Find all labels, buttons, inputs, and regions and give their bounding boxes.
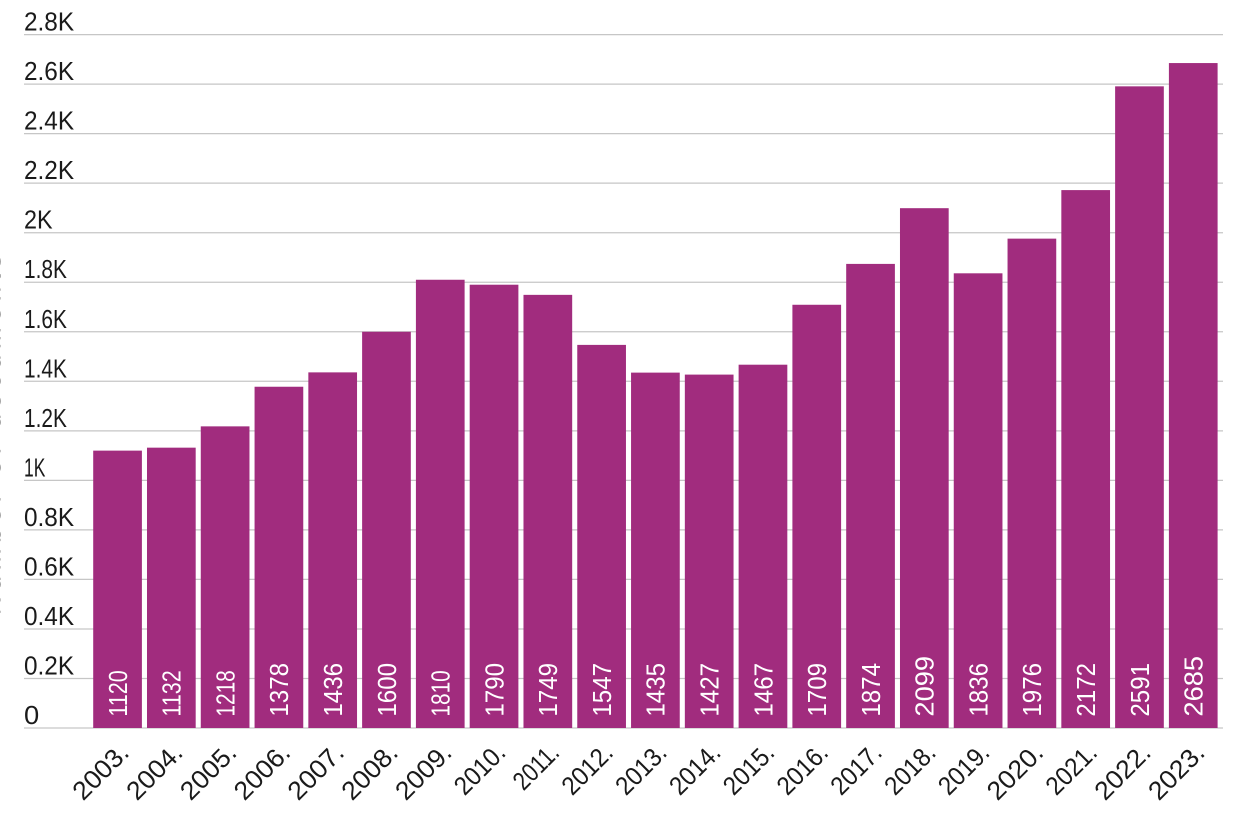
svg-text:0.4K: 0.4K bbox=[24, 601, 75, 631]
svg-text:1810: 1810 bbox=[426, 670, 456, 716]
svg-text:1.8K: 1.8K bbox=[24, 254, 67, 284]
svg-text:2172: 2172 bbox=[1071, 663, 1101, 717]
svg-text:2K: 2K bbox=[24, 205, 53, 235]
svg-text:1.4K: 1.4K bbox=[24, 353, 67, 383]
svg-text:1427: 1427 bbox=[694, 663, 724, 717]
svg-text:0.8K: 0.8K bbox=[24, 502, 75, 532]
svg-text:1749: 1749 bbox=[533, 663, 563, 717]
svg-text:1790: 1790 bbox=[479, 663, 509, 717]
svg-text:1120: 1120 bbox=[103, 670, 133, 716]
svg-text:1547: 1547 bbox=[587, 663, 617, 717]
svg-text:1218: 1218 bbox=[210, 670, 240, 716]
svg-text:2685: 2685 bbox=[1179, 656, 1209, 717]
svg-text:1467: 1467 bbox=[748, 663, 778, 717]
svg-text:2.4K: 2.4K bbox=[24, 106, 75, 136]
svg-text:1.6K: 1.6K bbox=[24, 304, 67, 334]
svg-text:1874: 1874 bbox=[856, 663, 886, 717]
svg-text:1K: 1K bbox=[24, 452, 46, 482]
svg-text:0.2K: 0.2K bbox=[24, 650, 75, 680]
svg-text:1435: 1435 bbox=[641, 663, 671, 717]
svg-text:1600: 1600 bbox=[372, 663, 402, 717]
svg-text:2.2K: 2.2K bbox=[24, 155, 75, 185]
svg-text:1976: 1976 bbox=[1017, 663, 1047, 717]
svg-text:0: 0 bbox=[24, 700, 39, 730]
svg-text:2.6K: 2.6K bbox=[24, 56, 75, 86]
svg-text:1836: 1836 bbox=[963, 663, 993, 717]
svg-text:0.6K: 0.6K bbox=[24, 551, 75, 581]
svg-text:2099: 2099 bbox=[910, 656, 940, 717]
svg-text:1.2K: 1.2K bbox=[24, 403, 67, 433]
svg-text:1436: 1436 bbox=[318, 663, 348, 717]
svg-text:2591: 2591 bbox=[1125, 663, 1155, 717]
svg-text:Number of documents: Number of documents bbox=[0, 255, 7, 615]
svg-text:1132: 1132 bbox=[157, 670, 187, 716]
svg-text:1378: 1378 bbox=[264, 663, 294, 717]
svg-text:2.8K: 2.8K bbox=[24, 7, 75, 37]
svg-text:1709: 1709 bbox=[802, 663, 832, 717]
